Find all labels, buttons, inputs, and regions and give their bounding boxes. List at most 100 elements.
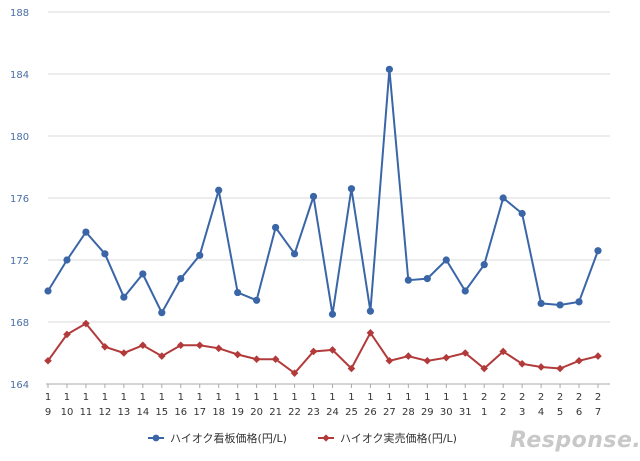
data-point-series-1 [290,250,299,258]
data-point-series-2 [233,350,242,359]
data-point-series-2 [176,341,185,350]
x-tick-label-month: 1 [121,392,127,403]
x-tick-label-month: 1 [64,392,70,403]
data-point-series-2 [499,347,507,356]
x-tick-label-month: 1 [386,392,392,403]
data-point-series-1 [404,276,412,284]
y-tick-label: 172 [10,256,29,267]
x-tick-label-day: 10 [61,407,74,418]
y-tick-label: 176 [10,194,29,205]
data-point-series-2 [575,356,583,365]
x-tick-label-month: 1 [178,392,184,403]
data-point-series-1 [253,296,261,304]
x-tick-label-month: 1 [272,392,278,403]
x-tick-label-month: 1 [45,392,51,403]
legend-label-2: ハイオク実売価格(円/L) [340,431,457,445]
y-tick-label: 184 [10,70,29,81]
x-tick-label-month: 2 [500,392,506,403]
data-point-series-1 [271,223,280,232]
data-point-series-1 [556,301,564,309]
x-tick-label-day: 16 [174,407,187,418]
grid-lines [46,11,610,385]
data-point-series-2 [404,352,413,360]
y-tick-label: 164 [10,380,29,391]
data-point-series-1 [158,309,166,317]
data-point-series-1 [63,256,71,264]
data-point-series-2 [309,347,318,356]
data-point-series-2 [347,364,356,373]
x-tick-label-day: 12 [99,407,112,418]
data-point-series-2 [423,356,432,365]
legend: ハイオク看板価格(円/L) ハイオク実売価格(円/L) [148,431,457,445]
legend-label-1: ハイオク看板価格(円/L) [170,431,287,445]
data-point-series-1 [309,192,318,201]
data-point-series-1 [44,287,52,295]
data-point-series-2 [518,360,526,368]
x-tick-label-month: 1 [462,392,468,403]
x-tick-label-day: 2 [500,407,506,418]
data-point-series-2 [461,349,470,357]
series-line-1 [47,69,599,315]
x-tick-label-month: 2 [595,392,601,403]
data-point-series-2 [195,341,204,350]
data-point-series-2 [442,353,451,362]
x-tick-label-month: 2 [519,392,525,403]
data-point-series-1 [499,194,507,202]
data-point-series-2 [594,352,602,360]
x-tick-label-day: 18 [212,407,225,418]
data-point-series-1 [347,185,356,193]
data-point-series-1 [120,293,128,301]
legend-marker-1 [152,434,160,442]
x-tick-label-day: 20 [250,407,263,418]
x-tick-label-day: 3 [519,407,525,418]
data-point-series-1 [594,247,602,255]
x-tick-label-day: 28 [402,407,415,418]
data-point-series-2 [139,341,147,350]
data-point-series-1 [480,261,488,269]
x-tick-label-day: 5 [557,407,563,418]
x-tick-label-day: 4 [538,407,544,418]
data-point-series-2 [120,349,128,357]
x-tick-label-day: 13 [117,407,130,418]
x-tick-label-day: 25 [345,407,358,418]
x-tick-label-month: 1 [443,392,449,403]
x-tick-label-month: 1 [348,392,354,403]
data-point-series-1 [518,209,526,218]
data-point-series-2 [157,352,166,360]
y-tick-label: 180 [10,132,29,143]
data-point-series-1 [423,275,431,283]
data-point-series-1 [196,251,204,259]
data-point-series-2 [214,344,223,353]
x-tick-label-month: 1 [216,392,222,403]
data-point-series-2 [271,355,280,363]
y-tick-label: 168 [10,318,29,329]
x-tick-label-month: 1 [405,392,411,403]
x-tick-label-month: 2 [481,392,487,403]
watermark-logo: Response. [510,428,640,453]
series-group [44,65,602,377]
x-tick-label-day: 6 [576,407,582,418]
x-tick-label-day: 11 [80,407,93,418]
x-tick-label-month: 2 [538,392,544,403]
x-tick-label-month: 1 [329,392,335,403]
x-tick-label-day: 21 [269,407,282,418]
data-point-series-2 [82,319,90,328]
data-point-series-1 [82,228,90,236]
data-point-series-1 [328,310,337,318]
x-tick-label-day: 19 [231,407,244,418]
x-tick-label-month: 1 [140,392,146,403]
series-line-2 [47,322,599,375]
data-point-series-2 [556,364,564,373]
data-point-series-2 [480,364,489,373]
y-axis-ticks: 164 168 172 176 180 184 188 [10,8,29,391]
x-tick-label-day: 22 [288,407,301,418]
data-point-series-2 [44,356,52,365]
x-tick-label-day: 31 [459,407,472,418]
data-point-series-2 [252,355,261,363]
x-tick-label-month: 1 [197,392,203,403]
data-point-series-1 [234,288,242,297]
x-tick-label-month: 1 [424,392,430,403]
data-point-series-1 [537,299,545,307]
x-tick-label-month: 1 [234,392,240,403]
